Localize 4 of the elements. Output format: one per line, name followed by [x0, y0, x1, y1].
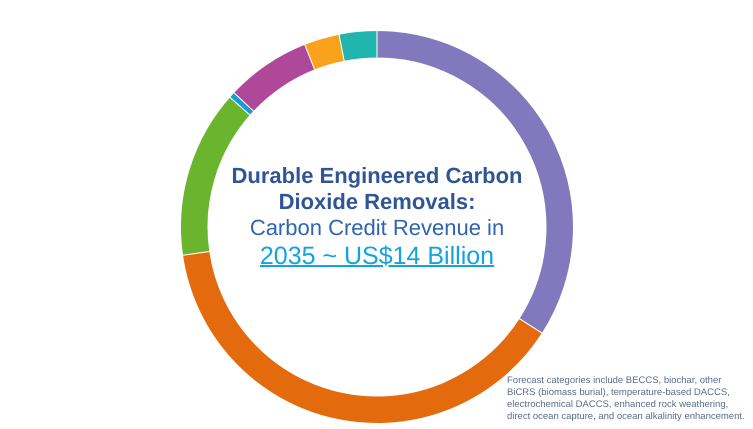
text: 2035 ~ US$14 Billion [258, 241, 496, 271]
text: Durable Engineered Carbon Dioxide Removals: [230, 163, 524, 215]
text: Forecast categories include BECCS, biochar, other BiCRS (biomass burial), temperature-based DACCS, electrochemical DACCS, enhanced rock weathering, direct ocean capture, and ocean alkalinity enhancement. [507, 375, 746, 423]
text: Carbon Credit Revenue in [248, 215, 506, 241]
